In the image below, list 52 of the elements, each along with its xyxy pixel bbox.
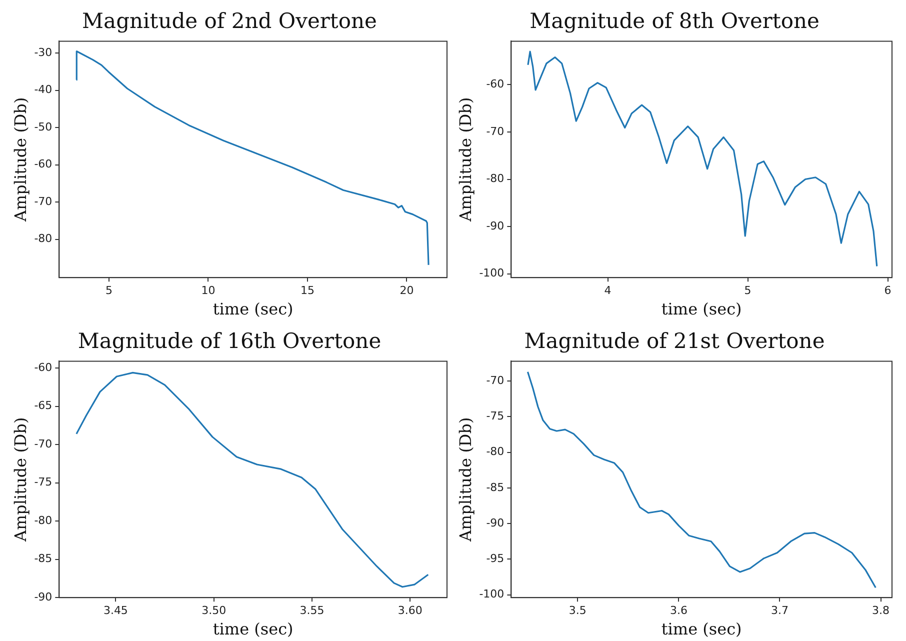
x-axis-title: time (sec) [661,620,742,639]
y-tick-label: -30 [34,46,52,59]
chart-title: Magnitude of 16th Overtone [78,329,382,354]
y-tick-label: -95 [486,552,504,566]
y-axis-title: Amplitude (Db) [10,97,30,223]
y-tick-label: -90 [486,516,504,530]
y-tick-label: -100 [479,266,504,280]
x-tick-label: 10 [201,284,216,298]
y-tick-label: -70 [486,124,504,138]
x-tick-label: 20 [400,284,414,298]
y-tick-label: -85 [34,552,52,566]
y-tick-label: -60 [34,360,52,374]
x-tick-label: 5 [744,284,752,298]
x-tick-label: 6 [884,284,892,298]
y-tick-label: -70 [486,374,504,387]
y-tick-label: -100 [479,588,504,601]
x-tick-label: 3.7 [770,604,788,618]
y-tick-label: -80 [486,172,504,186]
x-axis-title: time (sec) [661,300,742,319]
x-axis-title: time (sec) [212,620,294,639]
x-axis-title: time (sec) [212,300,294,319]
x-tick-label: 3.8 [872,604,890,618]
x-tick-label: 3.5 [568,604,586,618]
y-tick-label: -65 [34,399,52,412]
x-tick-label: 3.55 [300,604,324,618]
y-tick-label: -90 [34,590,52,604]
y-tick-label: -75 [486,410,504,423]
y-tick-label: -90 [486,219,504,232]
y-axis-title: Amplitude (Db) [456,417,475,543]
y-tick-label: -70 [34,437,52,450]
y-tick-label: -80 [486,445,504,458]
chart-title: Magnitude of 8th Overtone [530,9,820,34]
y-tick-label: -75 [34,476,52,489]
y-tick-label: -80 [34,514,52,527]
x-tick-label: 4 [604,284,612,298]
y-axis-title: Amplitude (Db) [456,97,475,223]
y-tick-label: -40 [34,83,52,96]
y-tick-label: -80 [34,232,52,246]
y-tick-label: -50 [34,120,52,134]
x-tick-label: 3.6 [670,604,688,618]
x-tick-label: 5 [105,284,112,298]
y-axis-title: Amplitude (Db) [10,417,30,543]
x-tick-label: 15 [300,284,314,298]
chart-title: Magnitude of 21st Overtone [524,329,825,354]
y-tick-label: -85 [486,480,504,494]
x-tick-label: 3.50 [202,604,226,618]
x-tick-label: 3.45 [103,604,128,618]
chart-title: Magnitude of 2nd Overtone [82,9,377,34]
y-tick-label: -70 [34,194,52,208]
y-tick-label: -60 [34,158,52,171]
y-tick-label: -60 [486,78,504,91]
x-tick-label: 3.60 [398,604,422,618]
